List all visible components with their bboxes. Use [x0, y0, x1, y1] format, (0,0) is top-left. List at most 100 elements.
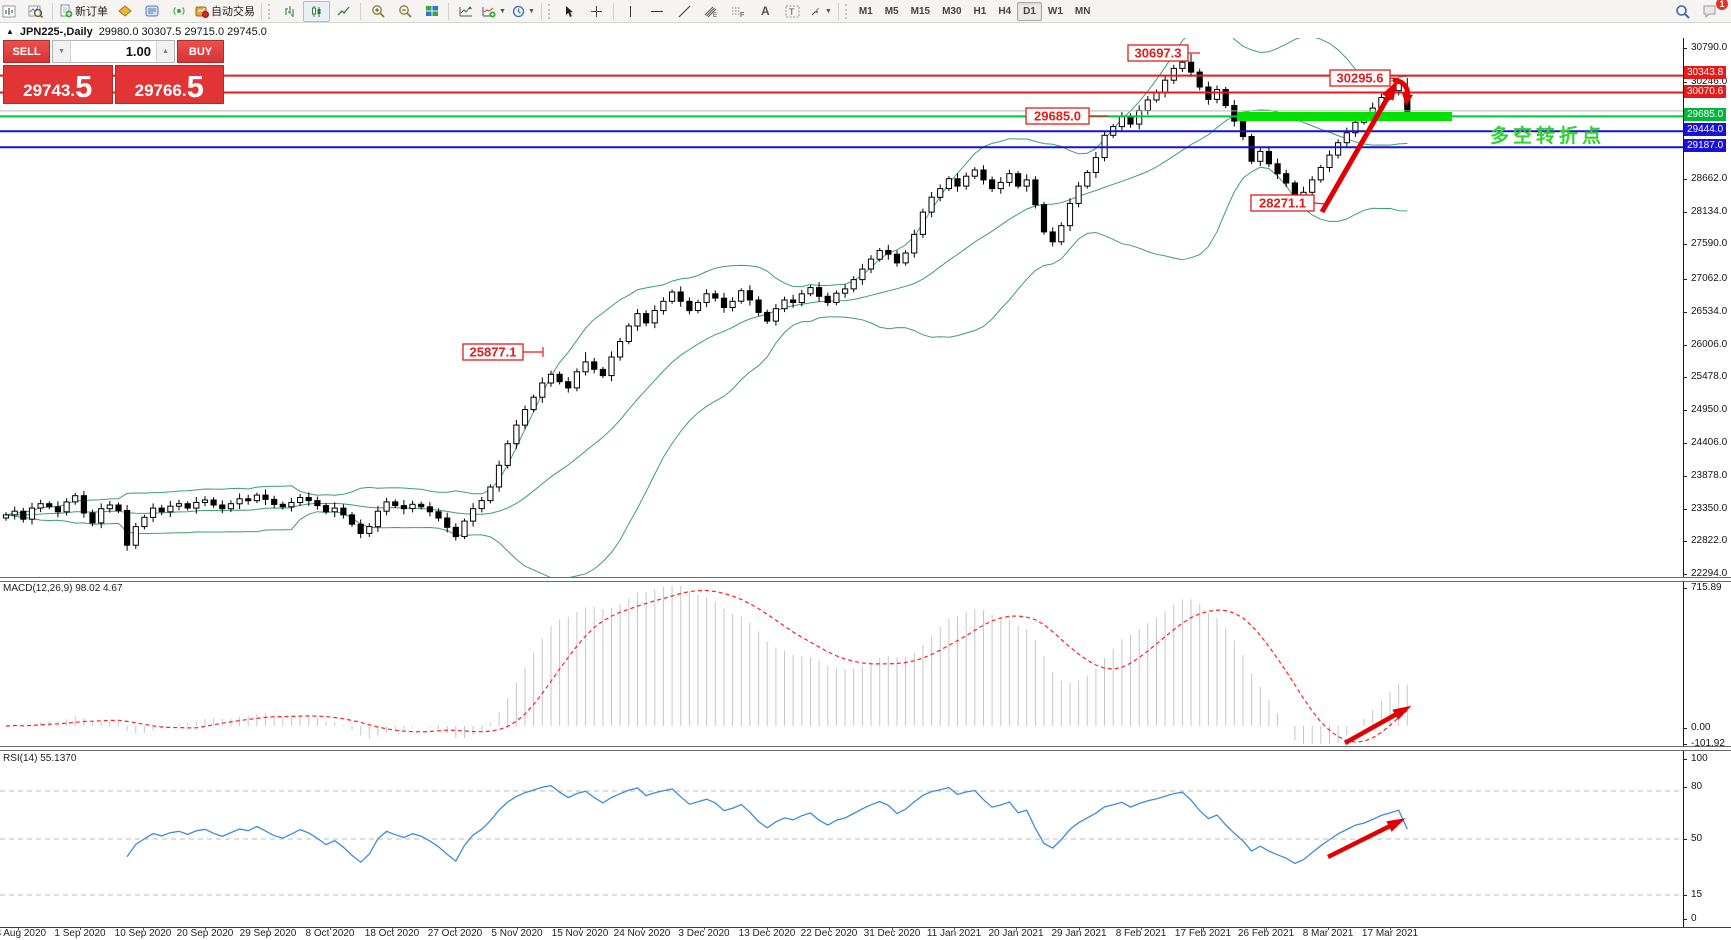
toolbar-separator	[448, 2, 449, 20]
volume-decrease-button[interactable]: ▼	[53, 41, 71, 62]
ask-price-pips: 5	[186, 69, 204, 104]
date-axis-tick	[954, 927, 955, 930]
price-axis-line	[1683, 38, 1684, 927]
price-axis-label: 50	[1691, 833, 1703, 844]
tile-windows-icon	[425, 5, 439, 17]
price-axis-label: 715.89	[1691, 582, 1722, 593]
date-axis-label: 27 Oct 2020	[427, 928, 483, 939]
crosshair-tool-button[interactable]	[583, 1, 610, 22]
ask-price-display[interactable]: 29766. 5	[114, 65, 224, 104]
tile-windows-button[interactable]	[418, 1, 445, 22]
price-label-box[interactable]: 30295.6	[1329, 69, 1400, 87]
search-icon	[1675, 4, 1690, 19]
date-axis-tick	[143, 927, 144, 930]
price-axis-label: 100	[1691, 753, 1708, 764]
equidistant-channel-tool[interactable]: E	[698, 1, 725, 22]
price-axis[interactable]: 30790.0 30246.0 28662.0 28134.0 27590.0 27062…	[1683, 0, 1731, 940]
price-axis-label: 23878.0	[1691, 470, 1728, 481]
toolbar-grip[interactable]	[268, 3, 273, 19]
bar-chart-button[interactable]	[276, 1, 303, 22]
horizontal-line-tool[interactable]	[644, 1, 671, 22]
date-axis-tick	[1266, 927, 1267, 930]
price-label-box[interactable]: 29685.0	[1025, 107, 1108, 125]
sell-button[interactable]: SELL	[3, 40, 50, 63]
timeframe-m5[interactable]: M5	[884, 5, 899, 17]
date-axis-label: 11 Jan 2021	[926, 928, 982, 939]
text-tool[interactable]: A	[752, 1, 779, 22]
rsi-panel-canvas[interactable]	[0, 750, 1683, 927]
timeframe-d1[interactable]: D1	[1017, 1, 1042, 21]
add-indicator-button[interactable]: ▼	[479, 1, 509, 22]
profiles-button[interactable]	[22, 1, 49, 22]
macd-momentum-arrow[interactable]	[1343, 705, 1412, 745]
timeframe-m15[interactable]: M15	[910, 5, 931, 17]
timeframe-m1[interactable]: M1	[858, 5, 873, 17]
trendline-tool[interactable]	[671, 1, 698, 22]
candlestick-button[interactable]	[303, 0, 330, 22]
price-label-box[interactable]: 25877.1	[462, 343, 544, 361]
axis-tick	[1683, 895, 1687, 896]
trend-arrow[interactable]	[1319, 79, 1398, 214]
bid-price-main: 29743	[23, 81, 71, 100]
text-label-tool[interactable]: T	[779, 1, 806, 22]
volume-value[interactable]: 1.00	[125, 44, 151, 59]
bid-price-pips: 5	[75, 69, 93, 104]
turning-point-annotation[interactable]: 多空转折点	[1490, 124, 1605, 147]
notifications-button[interactable]: 1	[1696, 0, 1728, 22]
zoom-in-button[interactable]	[364, 1, 391, 22]
timeframe-w1[interactable]: W1	[1047, 5, 1063, 17]
periods-button[interactable]: ▼	[509, 1, 538, 22]
metaeditor-button[interactable]	[111, 1, 138, 22]
toolbar-grip[interactable]	[547, 3, 553, 19]
support-zone-rectangle[interactable]	[1237, 112, 1452, 121]
indicator-window-button[interactable]	[452, 1, 479, 22]
timeframe-mn[interactable]: MN	[1074, 5, 1091, 17]
timeframe-m30[interactable]: M30	[942, 5, 962, 17]
axis-tick	[1683, 476, 1687, 477]
fibonacci-tool[interactable]: F	[725, 1, 752, 22]
toolbar-separator	[540, 2, 542, 20]
bid-price-display[interactable]: 29743. 5	[3, 65, 113, 104]
new-order-icon	[59, 4, 73, 18]
price-axis-label: 27590.0	[1691, 238, 1728, 249]
vertical-line-tool[interactable]	[617, 1, 644, 22]
signals-button[interactable]	[165, 1, 192, 22]
line-chart-button[interactable]	[330, 1, 357, 22]
macd-panel-splitter[interactable]	[0, 577, 1731, 582]
toolbar-grip[interactable]	[844, 3, 850, 19]
crosshair-icon	[590, 5, 603, 18]
ohlc-readout: 29980.0 30307.5 29715.0 29745.0	[98, 25, 267, 38]
new-chart-button[interactable]	[0, 1, 22, 22]
axis-tick	[1683, 839, 1687, 840]
arrows-tool[interactable]: ▼	[806, 1, 835, 22]
time-axis[interactable]: 23 Aug 2020 1 Sep 2020 10 Sep 2020 20 Sep 2…	[0, 927, 1731, 940]
reversal-hook-arrow[interactable]	[1392, 77, 1413, 106]
volume-increase-button[interactable]: ▲	[156, 41, 174, 62]
terminal-button[interactable]	[138, 1, 165, 22]
cursor-tool-button[interactable]	[556, 1, 583, 22]
autotrading-button[interactable]: 自动交易	[192, 1, 258, 22]
rsi-momentum-arrow[interactable]	[1326, 818, 1406, 860]
buy-button[interactable]: BUY	[177, 40, 224, 63]
timeframe-h4[interactable]: H4	[998, 5, 1012, 17]
date-axis-tick	[892, 927, 893, 930]
axis-tick	[1683, 574, 1687, 575]
macd-indicator-label: MACD(12,26,9) 98.02 4.67	[3, 583, 123, 594]
price-label-box[interactable]: 28271.1	[1250, 194, 1326, 212]
time-axis-line	[0, 927, 1731, 928]
search-button[interactable]	[1669, 1, 1696, 22]
timeframe-h1[interactable]: H1	[973, 5, 987, 17]
bollinger-bands	[5, 38, 1408, 577]
rsi-panel-splitter[interactable]	[0, 746, 1731, 751]
price-label-box[interactable]: 30697.3	[1127, 44, 1200, 62]
new-order-button[interactable]: 新订单	[56, 1, 111, 22]
ask-decimal: .	[181, 81, 187, 100]
date-axis-label: 15 Nov 2020	[551, 928, 609, 939]
svg-text:F: F	[740, 12, 744, 18]
macd-panel-canvas[interactable]	[0, 581, 1683, 746]
horizontal-line-icon	[650, 7, 664, 16]
main-chart-canvas[interactable]: 30697.3 30295.6 29685.0 28271.1 25877.1 多空转折点	[0, 38, 1683, 577]
price-axis-label: 0.00	[1691, 722, 1711, 733]
terminal-icon	[145, 5, 159, 17]
zoom-out-button[interactable]	[391, 1, 418, 22]
